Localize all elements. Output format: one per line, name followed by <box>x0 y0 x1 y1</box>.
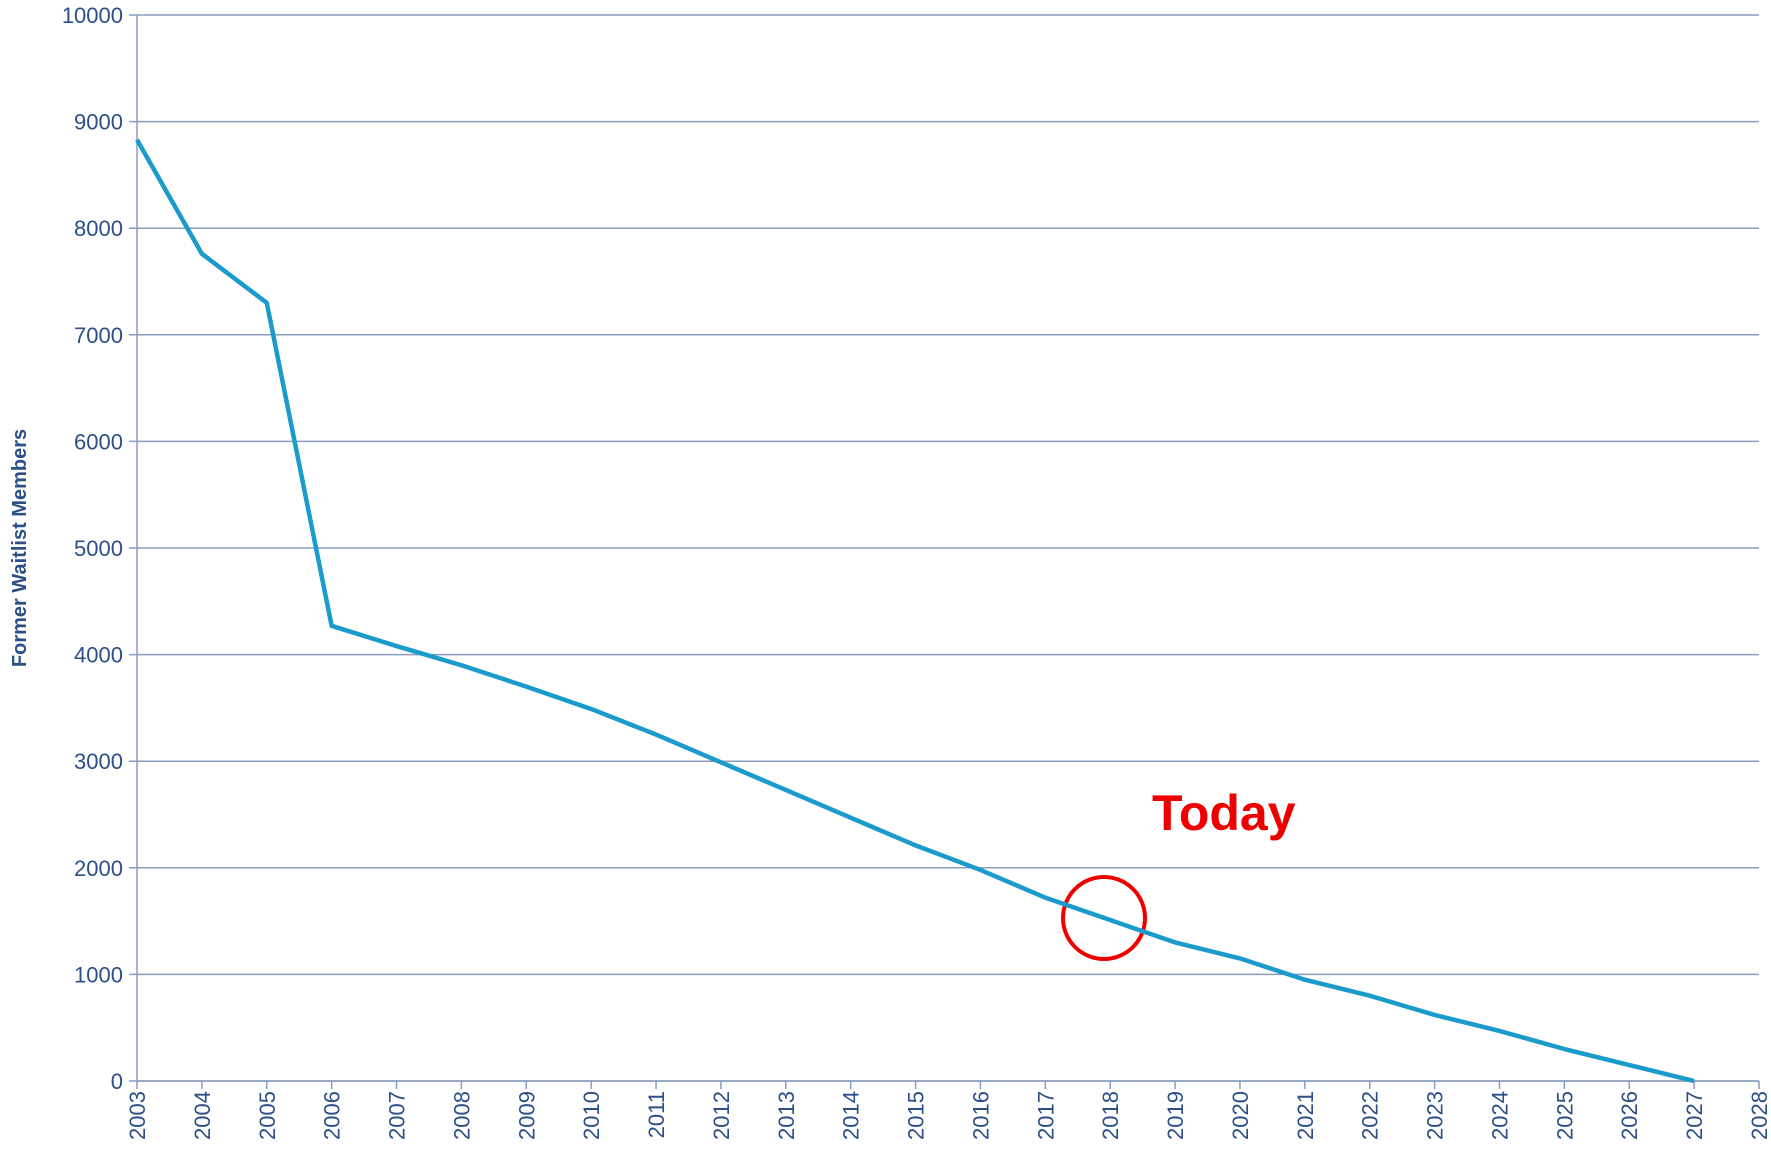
x-tick-label: 2022 <box>1358 1091 1383 1140</box>
y-axis-label: Former Waitlist Members <box>9 429 31 667</box>
x-tick-label: 2016 <box>968 1091 993 1140</box>
x-tick-label: 2003 <box>125 1091 150 1140</box>
annotation: Today <box>1152 785 1296 841</box>
x-tick-label: 2021 <box>1293 1091 1318 1140</box>
annotation-circle <box>1061 875 1147 961</box>
y-tick-label: 10000 <box>62 3 123 28</box>
x-tick-label: 2023 <box>1423 1091 1448 1140</box>
y-tick-label: 8000 <box>74 216 123 241</box>
x-tick-label: 2007 <box>385 1091 410 1140</box>
x-tick-label: 2014 <box>839 1091 864 1140</box>
x-tick-label: 2024 <box>1487 1091 1512 1140</box>
x-tick-label: 2017 <box>1033 1091 1058 1140</box>
y-tick-label: 3000 <box>74 749 123 774</box>
x-tick-label: 2011 <box>644 1091 669 1138</box>
x-tick-label: 2013 <box>774 1091 799 1140</box>
x-tick-label: 2019 <box>1163 1091 1188 1140</box>
y-tick-label: 4000 <box>74 643 123 668</box>
x-tick-label: 2008 <box>449 1091 474 1140</box>
x-tick-label: 2004 <box>190 1091 215 1140</box>
x-tick-label: 2015 <box>904 1091 929 1140</box>
x-tick-label: 2005 <box>255 1091 280 1140</box>
x-tick-label: 2026 <box>1617 1091 1642 1140</box>
x-tick-label: 2027 <box>1682 1091 1707 1140</box>
y-tick-label: 2000 <box>74 856 123 881</box>
x-tick-label: 2025 <box>1552 1091 1577 1140</box>
y-tick-label: 6000 <box>74 429 123 454</box>
x-tick-label: 2012 <box>709 1091 734 1140</box>
x-tick-label: 2018 <box>1098 1091 1123 1140</box>
y-tick-label: 1000 <box>74 962 123 987</box>
y-tick-label: 9000 <box>74 110 123 135</box>
data-line <box>135 138 1695 1084</box>
y-tick-label: 0 <box>111 1069 123 1094</box>
y-tick-label: 5000 <box>74 536 123 561</box>
x-tick-label: 2010 <box>579 1091 604 1140</box>
x-tick-label: 2028 <box>1747 1091 1771 1140</box>
y-tick-label: 7000 <box>74 323 123 348</box>
x-tick-label: 2006 <box>320 1091 345 1140</box>
x-tick-label: 2009 <box>514 1091 539 1140</box>
x-tick-label: 2020 <box>1228 1091 1253 1140</box>
